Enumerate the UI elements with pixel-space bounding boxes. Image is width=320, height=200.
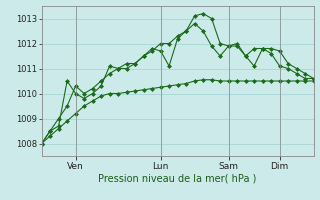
X-axis label: Pression niveau de la mer( hPa ): Pression niveau de la mer( hPa ) bbox=[99, 173, 257, 183]
